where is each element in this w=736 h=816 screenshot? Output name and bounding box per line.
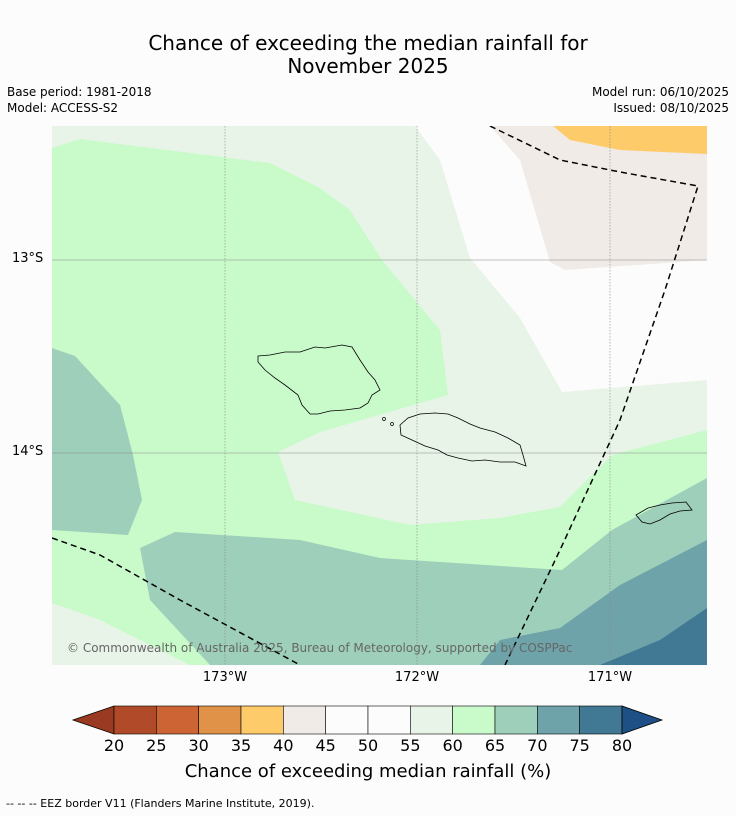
lon-label-171w: 171°W — [587, 670, 633, 685]
islet — [390, 422, 394, 426]
footer-note: -- -- -- EEZ border V11 (Flanders Marine… — [6, 797, 315, 810]
colorbar-tick-label: 55 — [400, 736, 421, 755]
colorbar-swatch — [452, 705, 496, 735]
colorbar-swatch — [325, 705, 369, 735]
colorbar-tick-label: 25 — [146, 736, 167, 755]
colorbar-label: Chance of exceeding median rainfall (%) — [184, 761, 552, 782]
map-area — [52, 126, 707, 665]
colorbar-swatch — [537, 705, 580, 735]
upolu-island — [399, 412, 527, 467]
colorbar-tick-label: 35 — [230, 736, 252, 755]
colorbar-tick-label: 80 — [611, 736, 633, 755]
issued-date: Issued: 08/10/2025 — [613, 101, 729, 115]
colorbar-tick-label: 50 — [357, 736, 379, 755]
lat-label-13s: 13°S — [12, 251, 44, 266]
contour-40-45 — [490, 126, 707, 270]
colorbar-tick-label: 60 — [442, 736, 463, 755]
base-period: Base period: 1981-2018 — [7, 85, 152, 99]
colorbar-tick-label: 30 — [188, 736, 209, 755]
colorbar-tick-label: 40 — [273, 736, 294, 755]
colorbar-tick-label: 65 — [484, 736, 506, 755]
copyright-notice: © Commonwealth of Australia 2025, Bureau… — [67, 641, 573, 655]
model-name: Model: ACCESS-S2 — [7, 101, 119, 115]
islet — [382, 417, 386, 421]
colorbar-swatch — [494, 705, 538, 735]
contour-75-80 — [600, 608, 707, 665]
contour-35-40 — [553, 126, 707, 154]
colorbar-swatch — [156, 705, 199, 735]
eez-border-east — [489, 126, 699, 665]
lon-label-173w: 173°W — [202, 670, 248, 685]
lat-label-14s: 14°S — [12, 444, 44, 459]
colorbar-swatch — [283, 705, 326, 735]
chart-title-line1: Chance of exceeding the median rainfall … — [148, 31, 588, 55]
contour-55-60-southwest — [52, 603, 190, 665]
colorbar-tick-label: 20 — [103, 736, 125, 755]
colorbar-swatch — [113, 705, 157, 735]
lon-label-172w: 172°W — [394, 670, 440, 685]
contour-65-70-west — [52, 348, 142, 535]
contour-70-75 — [480, 540, 707, 665]
savaii-island — [257, 344, 381, 415]
colorbar-tick-label: 75 — [569, 736, 590, 755]
eez-border-southwest — [52, 537, 301, 665]
colorbar-over-arrow — [621, 705, 664, 735]
contour-65-70-south — [140, 478, 707, 665]
colorbar — [71, 705, 664, 735]
colorbar-swatch — [367, 705, 411, 735]
colorbar-under-arrow — [71, 705, 115, 735]
tutuila-island — [635, 501, 693, 525]
colorbar-swatch — [240, 705, 284, 735]
colorbar-swatch — [579, 705, 623, 735]
chart-title-line2: November 2025 — [287, 54, 449, 78]
model-run: Model run: 06/10/2025 — [591, 85, 729, 99]
colorbar-tick-label: 70 — [527, 736, 548, 755]
colorbar-swatch — [198, 705, 242, 735]
colorbar-tick-label: 45 — [315, 736, 336, 755]
colorbar-swatch — [410, 705, 453, 735]
